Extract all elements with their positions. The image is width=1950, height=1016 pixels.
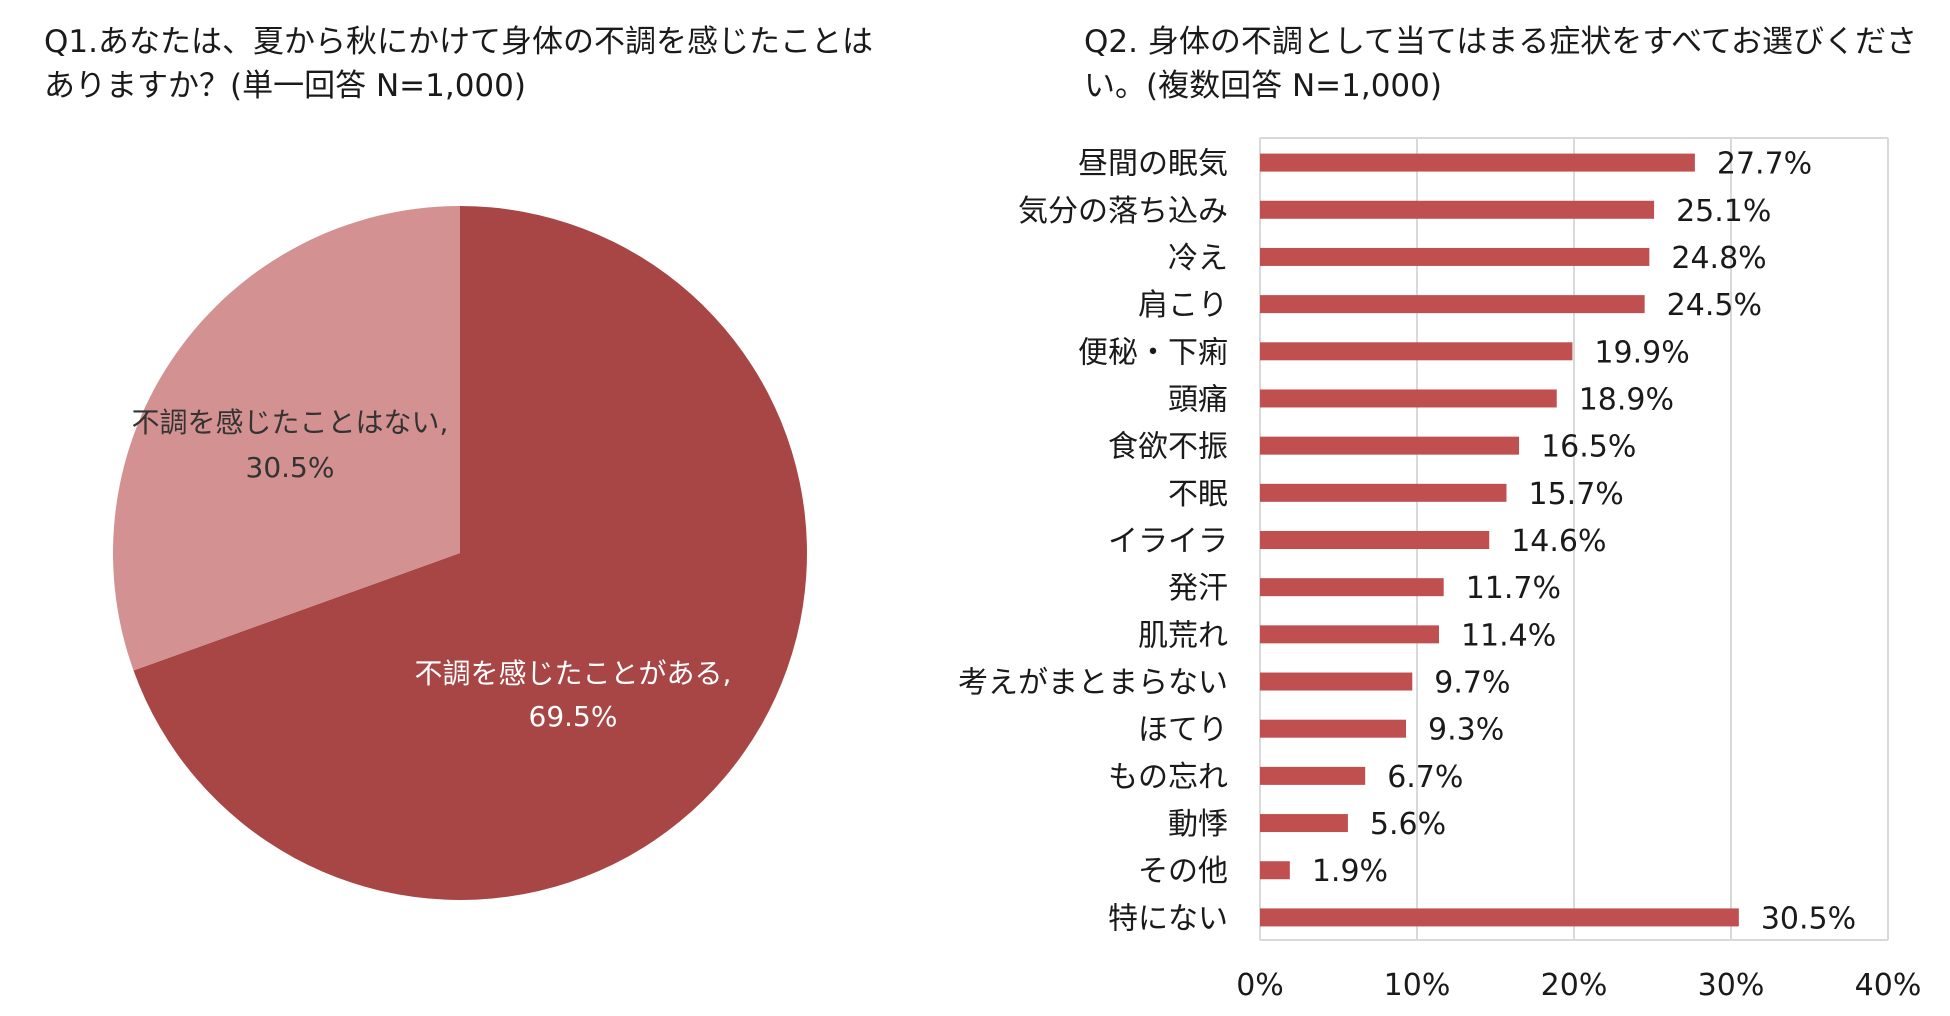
category-label-3: 肩こり (1138, 288, 1228, 323)
x-tick-label-0: 0% (1236, 968, 1284, 1003)
bar-7 (1260, 483, 1507, 502)
category-label-4: 便秘・下痢 (1078, 335, 1228, 370)
value-label-12: 9.3% (1428, 713, 1504, 748)
category-label-9: 発汗 (1168, 571, 1228, 606)
bar-chart-title: Q2. 身体の不調として当てはまる症状をすべてお選びください。(複数回答 N=1… (1084, 24, 1917, 104)
value-label-1: 25.1% (1676, 194, 1771, 229)
value-label-7: 15.7% (1528, 477, 1623, 512)
bar-9 (1260, 578, 1444, 597)
x-tick-label-2: 20% (1541, 968, 1608, 1003)
category-label-15: その他 (1138, 854, 1228, 889)
value-label-16: 30.5% (1761, 901, 1856, 936)
bar-8 (1260, 531, 1490, 549)
x-tick-label-4: 40% (1855, 968, 1922, 1003)
category-label-5: 頭痛 (1168, 382, 1228, 417)
bar-12 (1260, 719, 1407, 738)
x-tick-label-3: 30% (1698, 968, 1765, 1003)
bar-14 (1260, 814, 1348, 833)
value-label-6: 16.5% (1541, 430, 1636, 465)
pie-slice-0 (133, 206, 808, 900)
x-tick-label-1: 10% (1384, 968, 1451, 1003)
category-label-13: もの忘れ (1108, 760, 1228, 795)
category-label-2: 冷え (1168, 241, 1228, 276)
category-label-7: 不眠 (1168, 477, 1228, 512)
value-label-15: 1.9% (1312, 854, 1388, 889)
pie-slice-label-1: 不調を感じたことはない, (132, 406, 449, 439)
bar-15 (1260, 861, 1290, 880)
pie-slice-1 (112, 206, 461, 671)
pie-slice-value-1: 30.5% (246, 451, 335, 484)
category-label-1: 気分の落ち込み (1018, 194, 1228, 229)
category-label-14: 動悸 (1168, 807, 1228, 842)
value-label-13: 6.7% (1387, 760, 1463, 795)
value-label-14: 5.6% (1370, 807, 1446, 842)
bar-11 (1260, 672, 1413, 691)
bar-10 (1260, 625, 1439, 644)
category-label-11: 考えがまとまらない (958, 666, 1228, 701)
bar-13 (1260, 766, 1366, 785)
category-label-10: 肌荒れ (1138, 618, 1228, 653)
value-label-2: 24.8% (1671, 241, 1766, 276)
value-label-0: 27.7% (1717, 147, 1812, 182)
bar-1 (1260, 200, 1655, 219)
pie-slice-label-0: 不調を感じたことがある, (415, 657, 732, 690)
category-label-6: 食欲不振 (1108, 430, 1228, 465)
bar-2 (1260, 247, 1650, 266)
bar-5 (1260, 389, 1557, 408)
bar-4 (1260, 342, 1573, 361)
category-label-16: 特にない (1108, 901, 1228, 936)
pie-chart: 不調を感じたことがある, 69.5% 不調を感じたことはない, 30.5% (112, 206, 808, 900)
category-label-8: イライラ (1108, 524, 1228, 559)
bar-3 (1260, 295, 1645, 314)
value-label-5: 18.9% (1579, 382, 1674, 417)
bar-chart: 0% 10% 20% 30% 40% 昼間の眠気 27.7% 気分の落ち込み 25.1% 冷え 24… (958, 137, 1922, 1003)
bar-0 (1260, 153, 1695, 172)
category-label-0: 昼間の眠気 (1078, 147, 1228, 182)
value-label-11: 9.7% (1434, 666, 1510, 701)
value-label-8: 14.6% (1511, 524, 1606, 559)
value-label-10: 11.4% (1461, 618, 1556, 653)
category-label-12: ほてり (1138, 713, 1228, 748)
value-label-3: 24.5% (1667, 288, 1762, 323)
value-label-9: 11.7% (1466, 571, 1561, 606)
bar-16 (1260, 908, 1739, 927)
pie-slice-value-0: 69.5% (529, 700, 618, 733)
bar-6 (1260, 436, 1520, 455)
value-label-4: 19.9% (1594, 335, 1689, 370)
pie-chart-title: Q1.あなたは、夏から秋にかけて身体の不調を感じたことはありますか？(単一回答 … (44, 24, 873, 104)
